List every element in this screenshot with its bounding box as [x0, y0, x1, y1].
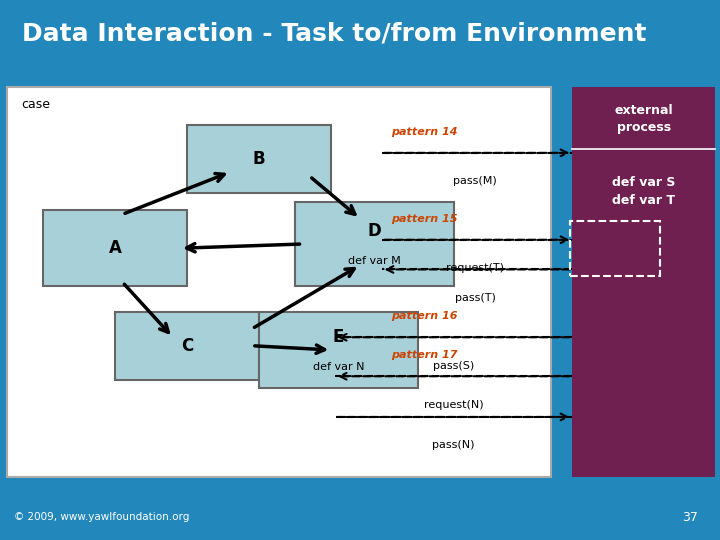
Text: pass(T): pass(T): [455, 293, 495, 303]
Text: request(N): request(N): [424, 400, 483, 409]
Text: E: E: [333, 328, 344, 346]
Text: request(T): request(T): [446, 263, 504, 273]
Text: pattern 15: pattern 15: [391, 213, 457, 224]
Text: Data Interaction - Task to/from Environment: Data Interaction - Task to/from Environm…: [22, 22, 646, 46]
Text: def var N: def var N: [312, 362, 364, 372]
FancyBboxPatch shape: [115, 312, 259, 380]
Text: pass(M): pass(M): [454, 176, 497, 186]
Text: B: B: [253, 150, 266, 168]
FancyBboxPatch shape: [295, 201, 454, 286]
Text: external
process: external process: [614, 104, 673, 134]
FancyBboxPatch shape: [43, 210, 187, 286]
Text: pass(S): pass(S): [433, 361, 474, 370]
Text: A: A: [109, 239, 122, 257]
Text: case: case: [22, 98, 50, 111]
FancyBboxPatch shape: [259, 312, 418, 388]
Text: © 2009, www.yawlfoundation.org: © 2009, www.yawlfoundation.org: [14, 512, 190, 522]
Text: pass(N): pass(N): [432, 440, 475, 450]
FancyBboxPatch shape: [7, 87, 551, 477]
Text: D: D: [367, 222, 382, 240]
Text: pattern 17: pattern 17: [391, 350, 457, 360]
Text: pattern 14: pattern 14: [391, 127, 457, 137]
Text: 37: 37: [683, 510, 698, 524]
Text: def var M: def var M: [348, 256, 401, 266]
FancyBboxPatch shape: [187, 125, 331, 193]
FancyBboxPatch shape: [572, 87, 715, 477]
Text: def var S
def var T: def var S def var T: [612, 176, 675, 206]
Text: pattern 16: pattern 16: [391, 311, 457, 321]
Text: C: C: [181, 337, 194, 355]
